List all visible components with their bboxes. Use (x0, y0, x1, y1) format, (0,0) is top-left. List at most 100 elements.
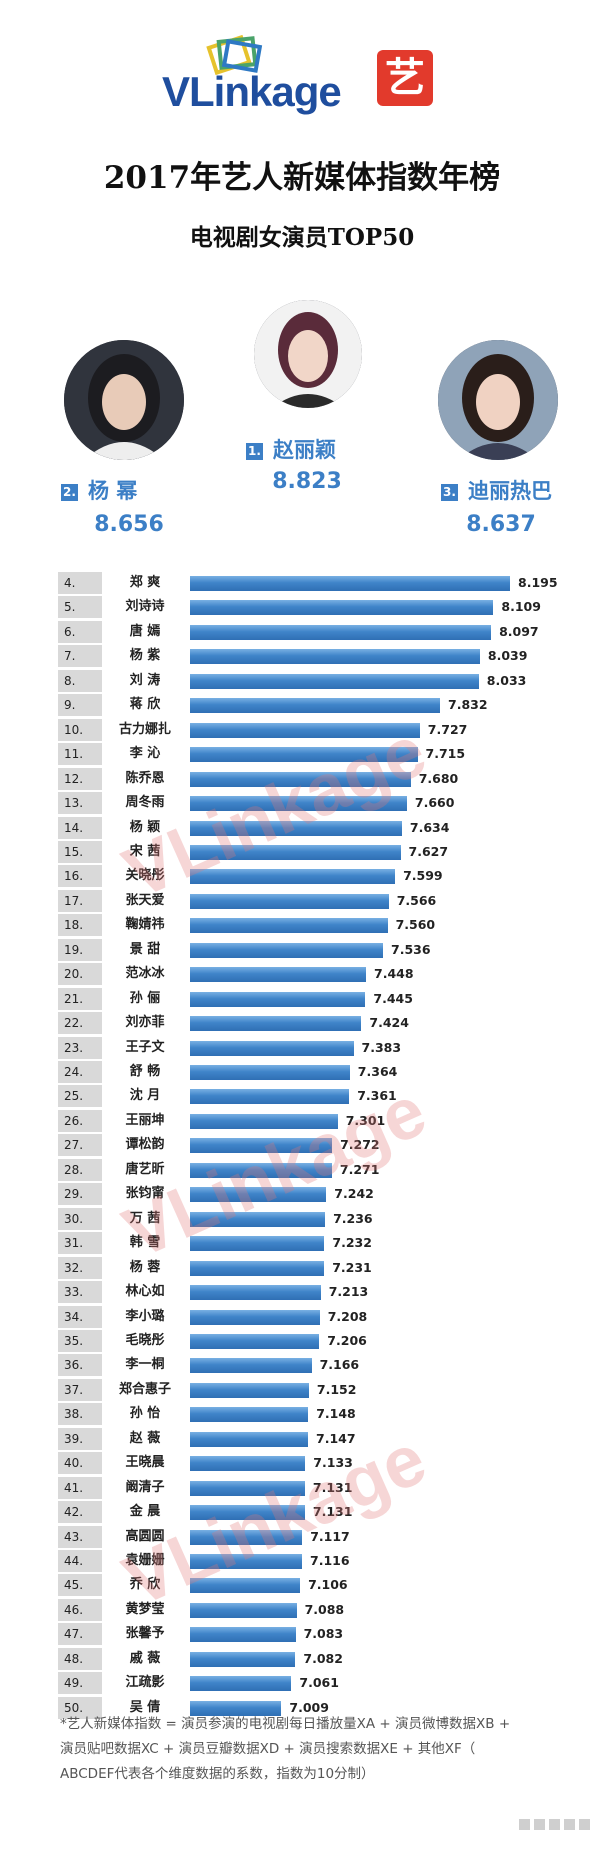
bar (190, 1040, 354, 1056)
rank-label: 21. (58, 987, 102, 1010)
portrait-icon (254, 300, 362, 408)
rank-label: 34. (58, 1305, 102, 1328)
bar (190, 1602, 297, 1618)
rank-badge: 1. (246, 443, 263, 460)
bar (190, 918, 388, 934)
category-label: 郑合惠子 (118, 1381, 171, 1397)
value-label: 7.627 (408, 843, 449, 859)
category-label: 吴 倩 (129, 1699, 161, 1715)
top-score-rank-3: 8.637 (466, 512, 536, 537)
category-label: 李一桐 (125, 1357, 165, 1373)
value-label: 7.236 (333, 1210, 373, 1226)
footnote-line: 演员贴吧数据XC + 演员豆瓣数据XD + 演员搜索数据XE + 其他XF（ (60, 1741, 476, 1757)
value-label: 7.364 (357, 1064, 398, 1079)
rank-label: 28. (58, 1158, 102, 1181)
value-label: 7.088 (304, 1601, 345, 1617)
vlinkage-logo-icon (206, 34, 263, 76)
category-label: 唐 嫣 (129, 623, 161, 639)
rank-label: 24. (58, 1061, 102, 1083)
value-label: 7.301 (345, 1112, 386, 1128)
category-label: 张天爱 (125, 892, 165, 908)
value-label: 7.560 (395, 917, 436, 933)
rank-label: 17. (58, 889, 102, 912)
category-label: 郑 爽 (129, 575, 161, 590)
category-label: 周冬雨 (125, 795, 165, 811)
category-label: 杨 紫 (129, 648, 161, 664)
bar (190, 1382, 309, 1398)
page-title: 2017年艺人新媒体指数年榜 (103, 160, 501, 196)
category-label: 王丽坤 (125, 1112, 165, 1128)
rank-label: 38. (58, 1403, 102, 1426)
rank-label: 35. (58, 1329, 102, 1352)
rank-label: 27. (58, 1134, 102, 1157)
bar (190, 576, 510, 591)
value-label: 7.106 (308, 1577, 348, 1593)
corner-watermark-icon (519, 1819, 590, 1830)
top-name-rank-2: 2. 杨 幂 (61, 475, 137, 505)
category-label: 万 茜 (129, 1210, 161, 1226)
top-name-rank-3: 3. 迪丽热巴 (441, 475, 552, 505)
bar (190, 698, 440, 714)
category-label: 黄梦莹 (125, 1601, 165, 1617)
rank-label: 42. (58, 1501, 102, 1524)
rank-label: 50. (58, 1696, 102, 1719)
rank-label: 25. (58, 1085, 102, 1108)
category-label: 景 甜 (129, 941, 161, 957)
bar (190, 1113, 338, 1129)
bar (190, 624, 492, 640)
bar (190, 942, 383, 958)
bar (190, 796, 407, 812)
category-label: 阚清子 (125, 1479, 165, 1495)
bar (190, 820, 402, 836)
category-label: 杨 颖 (129, 819, 161, 835)
bar (190, 1309, 320, 1325)
portrait-icon (64, 340, 184, 460)
rank-label: 31. (58, 1232, 102, 1255)
rank-label: 7. (58, 645, 102, 668)
category-label: 谭松韵 (125, 1137, 165, 1153)
bar (190, 1505, 305, 1521)
rank-label: 4. (58, 572, 102, 594)
value-label: 7.232 (332, 1235, 372, 1251)
top-name-rank-1: 1. 赵丽颖 (246, 434, 336, 464)
value-label: 7.599 (403, 868, 443, 884)
rank-label: 11. (58, 743, 102, 766)
rank-label: 39. (58, 1427, 102, 1450)
portrait-icon (438, 340, 558, 460)
value-label: 8.097 (499, 623, 539, 639)
top-score-rank-2: 8.656 (94, 512, 164, 537)
bar (190, 893, 389, 909)
avatar-rank-1 (254, 300, 362, 408)
value-label: 7.082 (303, 1650, 343, 1666)
bar (190, 1554, 302, 1569)
value-label: 7.147 (316, 1430, 356, 1446)
rank-label: 10. (58, 718, 102, 741)
value-label: 7.448 (374, 966, 414, 982)
footnote-line: ABCDEF代表各个维度数据的系数，指数为10分制） (60, 1766, 375, 1782)
brand-header: VLinkage 艺 (0, 30, 604, 120)
rank-label: 48. (58, 1647, 102, 1670)
category-label: 杨 蓉 (129, 1259, 161, 1275)
value-label: 7.206 (327, 1332, 367, 1348)
bar (190, 1529, 303, 1545)
bar (190, 991, 366, 1007)
bar (190, 1627, 296, 1643)
category-label: 刘 涛 (129, 672, 161, 688)
value-label: 7.117 (310, 1528, 350, 1544)
category-label: 古力娜扎 (118, 721, 171, 737)
rank-label: 37. (58, 1378, 102, 1401)
value-label: 8.109 (501, 599, 541, 615)
iqiyi-badge: 艺 (377, 50, 433, 106)
category-label: 李 沁 (129, 746, 161, 762)
rank-badge: 2. (61, 484, 78, 501)
category-label: 孙 俪 (129, 990, 161, 1006)
category-label: 赵 薇 (129, 1430, 161, 1446)
category-label: 孙 怡 (129, 1406, 161, 1422)
rank-badge: 3. (441, 484, 458, 501)
category-label: 袁姗姗 (125, 1553, 165, 1568)
rank-label: 47. (58, 1623, 102, 1646)
category-label: 范冰冰 (125, 966, 165, 982)
bar (190, 649, 480, 665)
category-label: 戚 薇 (129, 1650, 161, 1666)
